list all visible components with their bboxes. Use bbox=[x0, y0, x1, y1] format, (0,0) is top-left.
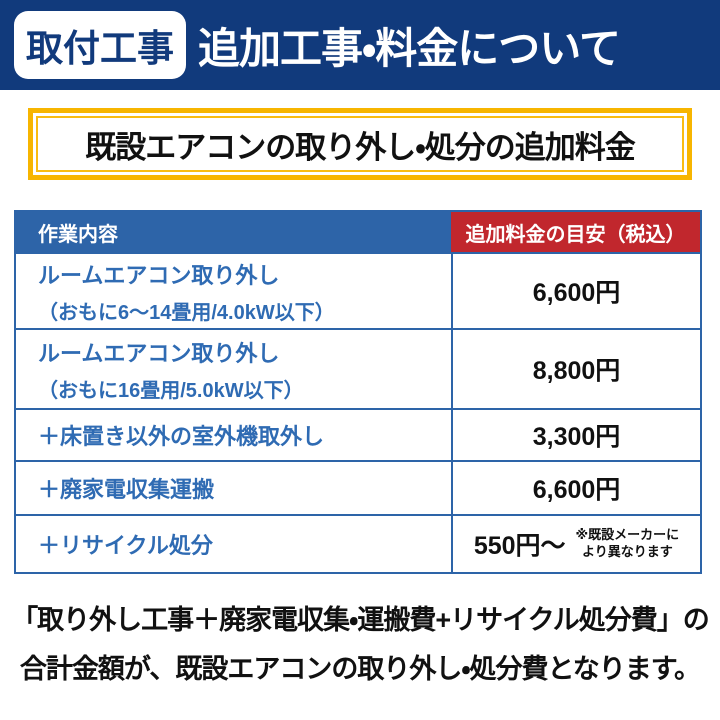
work-label: ＋リサイクル処分 bbox=[38, 533, 213, 558]
price-value: 6,600円 bbox=[532, 279, 621, 307]
price-cell: 8,800円 bbox=[451, 330, 700, 408]
price-value: 6,600円 bbox=[532, 476, 621, 504]
footer-note: 「取り外し工事＋廃家電収集・運搬費+リサイクル処分費」の 合計金額が、既設エアコ… bbox=[0, 596, 720, 694]
footer-line-2: 合計金額が、既設エアコンの取り外し・処分費となります。 bbox=[19, 654, 701, 684]
work-cell: ＋床置き以外の室外機取外し bbox=[16, 410, 451, 460]
price-note-line1: ※既設メーカーに bbox=[575, 527, 680, 543]
work-label: ＋廃家電収集運搬 bbox=[38, 477, 215, 502]
subtitle-inner-border: 既設エアコンの取り外し・処分の追加料金 bbox=[36, 116, 684, 172]
work-cell: ルームエアコン取り外し （おもに16畳用/5.0kW以下） bbox=[16, 330, 451, 408]
work-detail: （おもに16畳用/5.0kW以下） bbox=[38, 379, 304, 402]
price-cell: 6,600円 bbox=[451, 462, 700, 514]
work-cell: ＋廃家電収集運搬 bbox=[16, 462, 451, 514]
price-note: ※既設メーカーに より異なります bbox=[576, 527, 680, 561]
work-label: ＋床置き以外の室外機取外し bbox=[38, 424, 325, 449]
table-row-collection-transport: ＋廃家電収集運搬 6,600円 bbox=[16, 460, 700, 514]
column-header-work-label: 作業内容 bbox=[38, 223, 118, 246]
price-with-note: 550円～ ※既設メーカーに より異なります bbox=[474, 526, 679, 562]
header-banner: 取付工事 追加工事・料金について bbox=[0, 0, 720, 90]
work-cell: ルームエアコン取り外し （おもに6～14畳用/4.0kW以下） bbox=[16, 254, 451, 328]
column-header-price: 追加料金の目安（税込） bbox=[451, 212, 700, 252]
price-cell: 3,300円 bbox=[451, 410, 700, 460]
table-row-removal-large: ルームエアコン取り外し （おもに16畳用/5.0kW以下） 8,800円 bbox=[16, 328, 700, 408]
subtitle-text: 既設エアコンの取り外し・処分の追加料金 bbox=[85, 129, 636, 165]
table-row-recycle-disposal: ＋リサイクル処分 550円～ ※既設メーカーに より異なります bbox=[16, 514, 700, 572]
pricing-table: 作業内容 追加料金の目安（税込） ルームエアコン取り外し （おもに6～14畳用/… bbox=[14, 210, 702, 574]
work-label: ルームエアコン取り外し bbox=[38, 340, 280, 366]
column-header-work: 作業内容 bbox=[16, 212, 451, 252]
work-detail: （おもに6～14畳用/4.0kW以下） bbox=[38, 301, 335, 324]
table-row-outdoor-unit: ＋床置き以外の室外機取外し 3,300円 bbox=[16, 408, 700, 460]
header-badge: 取付工事 bbox=[14, 11, 186, 79]
table-row-removal-small: ルームエアコン取り外し （おもに6～14畳用/4.0kW以下） 6,600円 bbox=[16, 252, 700, 328]
price-cell: 550円～ ※既設メーカーに より異なります bbox=[451, 516, 700, 572]
price-value: 8,800円 bbox=[532, 357, 621, 385]
work-label: ルームエアコン取り外し bbox=[38, 262, 280, 288]
subtitle-box: 既設エアコンの取り外し・処分の追加料金 bbox=[28, 108, 692, 180]
price-value: 3,300円 bbox=[532, 423, 621, 451]
footer-line-1: 「取り外し工事＋廃家電収集・運搬費+リサイクル処分費」の bbox=[11, 605, 710, 635]
price-value: 550円～ bbox=[473, 532, 566, 560]
price-note-line2: より異なります bbox=[581, 544, 673, 559]
page-title: 追加工事・料金について bbox=[198, 24, 621, 72]
table-header-row: 作業内容 追加料金の目安（税込） bbox=[16, 212, 700, 252]
badge-label: 取付工事 bbox=[26, 28, 174, 69]
price-cell: 6,600円 bbox=[451, 254, 700, 328]
work-cell: ＋リサイクル処分 bbox=[16, 516, 451, 572]
column-header-price-label: 追加料金の目安（税込） bbox=[465, 223, 686, 246]
